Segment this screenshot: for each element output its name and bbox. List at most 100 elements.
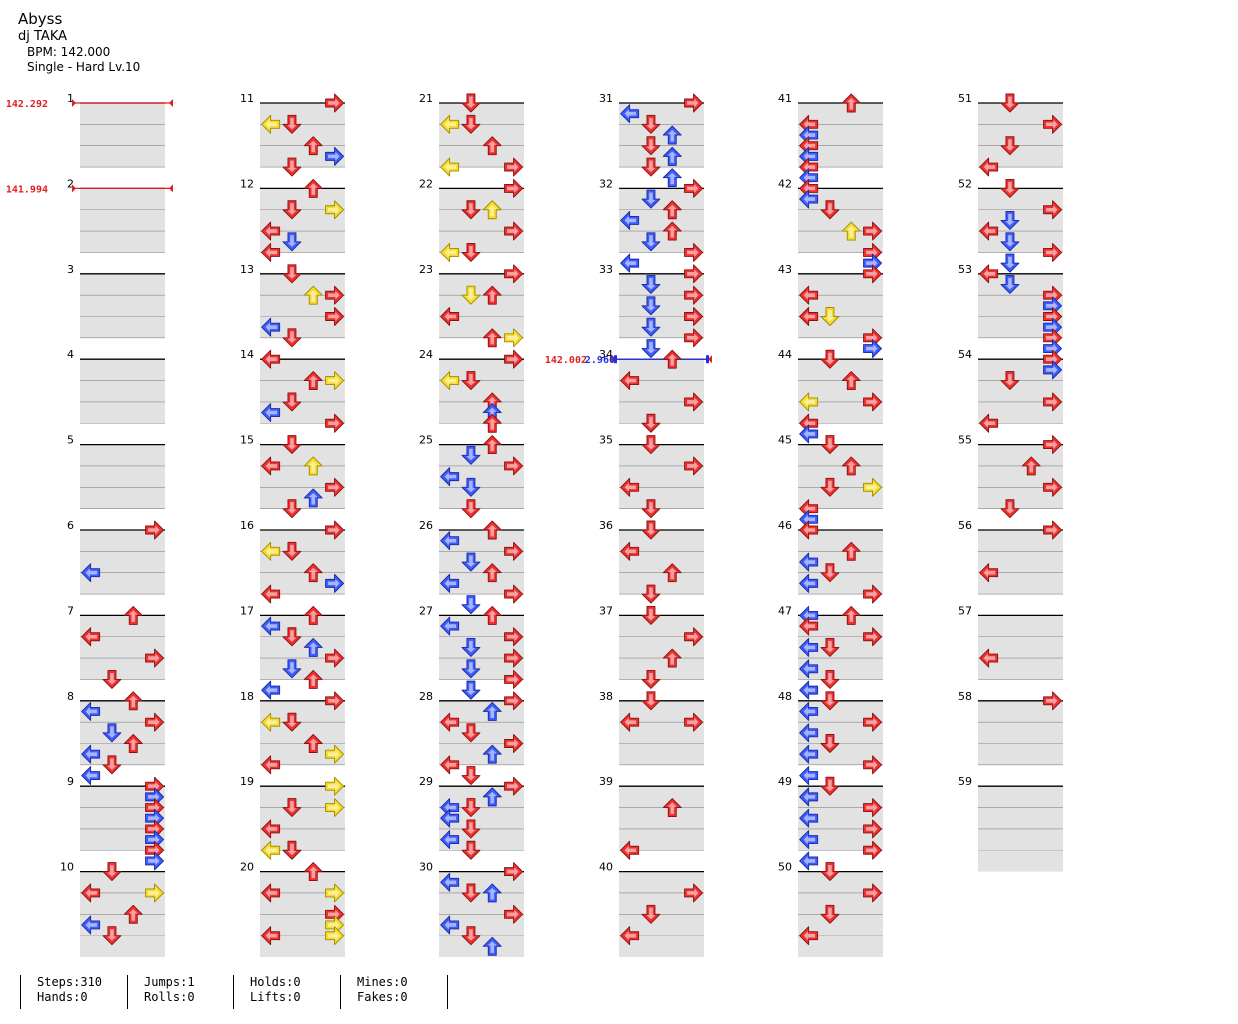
beat-band [978,636,1063,659]
down-arrow-icon [641,157,661,177]
right-arrow-icon [1043,520,1063,540]
measure-57: 57 [958,604,1063,680]
arrow-shine [265,408,278,418]
stat-value: Holds:0 [250,975,301,989]
up-arrow-icon [1021,456,1041,476]
arrow-shine [803,514,816,524]
arrow-shine [803,130,816,140]
arrow-shine [287,630,297,642]
down-arrow-icon [461,798,481,817]
arrow-shine [866,589,878,599]
beat-band [978,807,1063,829]
arrow-shine [667,653,677,665]
measure-35: 35 [599,434,704,509]
left-arrow-icon [799,830,819,850]
beat-band [80,295,165,317]
measure-number: 33 [599,263,613,276]
beat-band [978,572,1063,595]
arrow-shine [466,555,476,568]
down-arrow-icon [1000,499,1020,519]
beat-band [80,380,165,402]
left-arrow-icon [979,157,999,177]
measure-3: 3 [67,263,165,339]
arrow-shine [624,376,637,386]
beat-band [798,615,883,637]
arrow-shine [328,920,340,930]
arrow-shine [287,843,297,856]
arrow-shine [803,312,816,321]
up-arrow-icon [303,178,323,198]
arrow-shine [646,438,656,450]
right-arrow-icon [684,264,703,284]
measure-number: 25 [419,434,433,447]
beat-band [80,231,165,253]
left-arrow-icon [261,114,281,134]
arrow-shine [328,376,340,386]
arrow-shine [803,578,816,588]
beat-band [798,530,883,552]
arrow-shine [487,567,497,580]
bpm-marker: 142.292 [6,99,173,110]
beat-band [80,893,165,915]
beat-band [260,145,345,168]
arrow-shine [148,845,160,855]
arrow-shine [1005,235,1015,247]
measure-number: 24 [419,348,433,361]
right-arrow-icon [1043,477,1063,497]
measure-56: 56 [958,519,1063,595]
right-arrow-icon [504,670,523,689]
arrow-shine [866,226,878,236]
down-arrow-icon [820,200,840,220]
measure-9: 9 [67,775,165,851]
arrow-shine [107,865,117,877]
measure-number: 21 [419,92,433,105]
beat-band [439,380,524,402]
arrow-shine [624,717,637,727]
beat-band [80,743,165,765]
right-arrow-icon [863,221,882,241]
left-arrow-icon [261,840,281,860]
arrow-shine [308,738,318,750]
beat-band [798,914,883,936]
down-arrow-icon [102,926,122,946]
arrow-shine [466,598,476,610]
beat-band [439,828,524,851]
measure-number: 55 [958,434,972,447]
arrow-shine [1046,525,1058,535]
arrow-shine [803,290,816,300]
beat-band [798,380,883,402]
beat-band [439,572,524,595]
up-arrow-icon [303,862,323,882]
beat-band [978,722,1063,744]
arrow-shine [287,801,297,813]
measure-number: 38 [599,690,613,703]
arrow-shine [487,204,497,217]
right-arrow-icon [325,776,344,796]
up-arrow-icon [841,605,861,625]
beat-band [260,935,345,957]
left-arrow-icon [799,552,819,572]
beat-band [619,700,704,723]
measure-6: 6 [67,519,165,595]
beat-band [439,273,524,296]
arrow-shine [265,546,278,556]
down-arrow-icon [641,275,661,294]
stop-label: 2.960 [585,355,615,366]
stat-value: Jumps:1 [144,975,195,989]
left-arrow-icon [799,808,819,828]
arrow-shine [507,546,519,556]
arrow-shine [444,835,457,845]
arrow-shine [983,568,996,578]
arrow-shine [466,822,476,834]
left-arrow-icon [799,787,819,807]
right-arrow-icon [684,178,703,198]
arrow-shine [466,448,476,461]
up-arrow-icon [841,456,861,476]
beat-band [798,295,883,317]
beat-band [798,935,883,957]
up-arrow-icon [482,435,502,455]
arrow-shine [1005,374,1015,386]
beat-band [260,359,345,381]
down-arrow-icon [461,285,481,305]
beat-band [439,209,524,232]
